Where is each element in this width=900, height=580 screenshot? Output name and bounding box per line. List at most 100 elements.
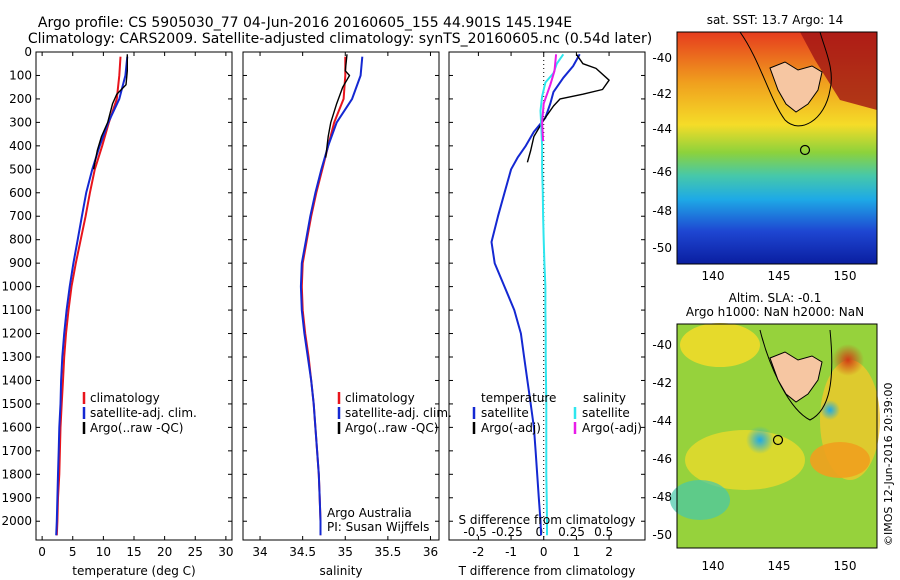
legend-header-salinity: salinity (583, 391, 626, 405)
sla-map-title: Altim. SLA: -0.1 (729, 291, 822, 305)
x-tick-label: 20 (157, 545, 172, 559)
series-line-satellite-adj-clim (299, 56, 364, 536)
series-line-temperature-satellite (490, 53, 581, 536)
sst-map-frame (676, 31, 878, 265)
x-tick-label: 5 (69, 545, 77, 559)
y-tick-label: 1500 (1, 397, 32, 411)
x-tick-label-salinity: -0.5 (463, 525, 486, 539)
sla-orange-patch (810, 442, 870, 478)
sla-ytick: -42 (652, 376, 672, 390)
sla-ytick: -50 (652, 528, 672, 542)
temperature-xlabel: temperature (deg C) (72, 564, 195, 578)
sla-ytick: -40 (652, 338, 672, 352)
y-tick-label: 1100 (1, 303, 32, 317)
x-tick-label: 35 (338, 545, 353, 559)
argo-position-marker (799, 144, 811, 156)
y-tick-label: 1200 (1, 327, 32, 341)
credit-institution: Argo Australia (327, 506, 412, 520)
sst-warm-patch (800, 32, 877, 110)
sla-map-frame (676, 323, 878, 549)
argo-position-marker (772, 434, 784, 446)
legend-label-satellite: satellite-adj. clim. (345, 406, 452, 420)
x-tick-label-salinity: -0.25 (492, 525, 523, 539)
y-tick-label: 1900 (1, 491, 32, 505)
sst-xtick: 140 (702, 269, 725, 283)
temperature-plot: 0100200300400500600700800900100011001200… (1, 45, 233, 559)
sla-ytick: -48 (652, 490, 672, 504)
x-tick-label: 1 (573, 545, 581, 559)
figure-subtitle: Climatology: CARS2009. Satellite-adjuste… (28, 31, 652, 47)
x-tick-label: 34.5 (289, 545, 316, 559)
legend-label-sal-satellite: satellite (582, 406, 630, 420)
y-tick-label: 1400 (1, 373, 32, 387)
y-tick-label: 0 (24, 45, 32, 59)
legend-label-climatology: climatology (345, 391, 415, 405)
y-tick-label: 1600 (1, 420, 32, 434)
legend-label-temp-argo: Argo(-adj) (481, 421, 541, 435)
sla-cyan-patch (670, 480, 730, 520)
x-tick-label: 0 (38, 545, 46, 559)
y-tick-label: 500 (9, 162, 32, 176)
series-line-argo-raw-qc (92, 54, 128, 170)
sst-ytick: -44 (652, 122, 672, 136)
difference-xlabel: T difference from climatology (458, 564, 636, 578)
credit-pi: PI: Susan Wijffels (327, 520, 429, 534)
y-tick-label: 1000 (1, 280, 32, 294)
sst-contour (739, 31, 832, 127)
x-tick-label: 36 (423, 545, 438, 559)
y-tick-label: 300 (9, 115, 32, 129)
legend-label-climatology: climatology (90, 391, 160, 405)
salinity-axes (242, 51, 440, 541)
legend-label-sal-argo: Argo(-adj) (582, 421, 642, 435)
tasmania-land (769, 351, 823, 403)
x-tick-label: 34 (252, 545, 267, 559)
sla-ytick: -44 (652, 414, 672, 428)
y-tick-label: 400 (9, 139, 32, 153)
y-tick-label: 100 (9, 68, 32, 82)
x-tick-label-salinity: 0.25 (558, 525, 585, 539)
figure-title: Argo profile: CS 5905030_77 04-Jun-2016 … (38, 15, 572, 31)
sla-xtick: 150 (834, 559, 857, 573)
difference-axes (448, 51, 646, 541)
sla-yellow-patch (680, 323, 760, 367)
x-tick-label: 2 (605, 545, 613, 559)
sst-ytick: -50 (652, 241, 672, 255)
y-tick-label: 200 (9, 92, 32, 106)
difference-top-xlabel: S difference from climatology (459, 513, 636, 527)
x-tick-label: 15 (126, 545, 141, 559)
sla-ytick: -46 (652, 452, 672, 466)
x-tick-label: 25 (188, 545, 203, 559)
sst-ytick: -42 (652, 87, 672, 101)
sst-ytick: -48 (652, 204, 672, 218)
sla-negative-eddy (746, 426, 774, 454)
sla-map-subtitle: Argo h1000: NaN h2000: NaN (686, 305, 864, 319)
salinity-plot: 34 34.5 35 35.5 36 (243, 51, 439, 559)
legend-label-argo: Argo(..raw -QC) (90, 421, 183, 435)
sla-xtick: 145 (768, 559, 791, 573)
sla-positive-eddy (832, 344, 864, 376)
sla-contour (759, 329, 833, 421)
sla-yellow-patch (685, 430, 805, 490)
sst-ytick: -46 (652, 165, 672, 179)
x-tick-label: -1 (505, 545, 517, 559)
temperature-legend: climatology satellite-adj. clim. Argo(..… (82, 391, 197, 435)
sla-negative-eddy (820, 400, 840, 420)
sla-map (670, 323, 880, 549)
series-line-salinity-satellite (539, 53, 565, 536)
x-tick-label-salinity: 0.5 (594, 525, 613, 539)
x-tick-label: 10 (96, 545, 111, 559)
y-tick-label: 1800 (1, 467, 32, 481)
difference-plot: -2 -1 0 1 2 -0.5 -0.25 0 0.25 0.5 (449, 51, 645, 559)
temperature-axes (35, 51, 233, 541)
x-tick-label-salinity: 0 (536, 525, 544, 539)
y-tick-label: 900 (9, 256, 32, 270)
sla-map-ticks: -40 -42 -44 -46 -48 -50 140 145 150 (652, 338, 856, 573)
sst-map (676, 31, 878, 265)
salinity-xlabel: salinity (319, 564, 362, 578)
y-tick-label: 800 (9, 233, 32, 247)
x-tick-label: -2 (472, 545, 484, 559)
sla-xtick: 140 (702, 559, 725, 573)
series-line-climatology (300, 56, 347, 536)
legend-label-satellite: satellite-adj. clim. (90, 406, 197, 420)
